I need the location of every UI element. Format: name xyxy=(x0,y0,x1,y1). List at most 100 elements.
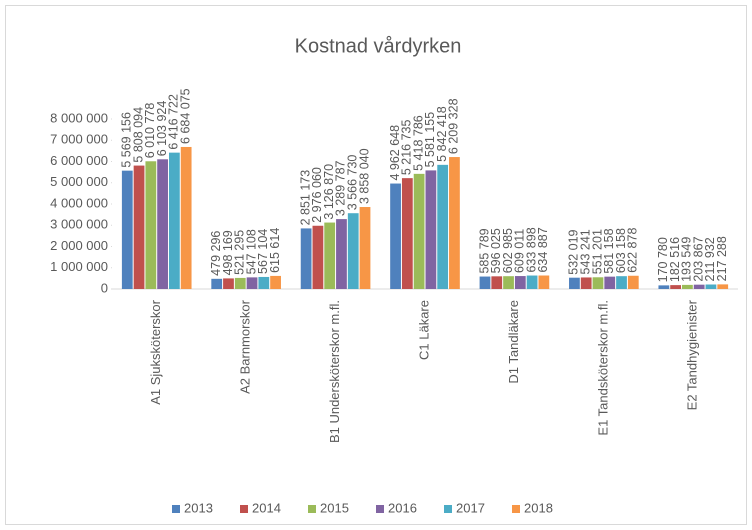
bar xyxy=(211,278,223,289)
bar xyxy=(133,165,145,289)
value-label: 622 878 xyxy=(626,228,640,273)
value-label: 585 789 xyxy=(477,228,491,273)
value-label: 6 103 924 xyxy=(155,101,169,157)
legend-label: 2018 xyxy=(524,500,553,515)
value-label: 5 569 156 xyxy=(120,112,134,168)
legend-label: 2013 xyxy=(184,500,213,515)
value-label: 5 418 786 xyxy=(411,115,425,171)
y-tick-label: 0 xyxy=(101,280,108,295)
y-tick-label: 6 000 000 xyxy=(50,153,108,168)
value-label: 3 289 787 xyxy=(334,160,348,216)
legend-label: 2017 xyxy=(456,500,485,515)
value-label: 551 201 xyxy=(590,229,604,274)
value-label: 6 209 328 xyxy=(447,98,461,154)
x-tick-label: E1 Tandsköterskor m.fl. xyxy=(595,300,610,436)
value-label: 532 019 xyxy=(567,229,581,274)
bar xyxy=(223,278,234,289)
value-label: 2 851 173 xyxy=(298,170,312,226)
legend-swatch xyxy=(172,505,180,513)
bar xyxy=(538,275,550,289)
bar xyxy=(157,159,168,289)
bar xyxy=(300,228,312,289)
x-tick-label: A1 Sjuksköterskor xyxy=(148,299,163,404)
value-label: 5 581 155 xyxy=(423,112,437,168)
bar xyxy=(324,222,336,289)
y-tick-label: 5 000 000 xyxy=(50,174,108,189)
value-label: 182 516 xyxy=(668,237,682,282)
legend-swatch xyxy=(512,505,520,513)
value-label: 5 216 735 xyxy=(400,119,414,175)
chart-title: Kostnad vårdyrken xyxy=(295,35,462,57)
value-label: 203 867 xyxy=(691,236,705,281)
value-label: 4 962 648 xyxy=(388,125,402,181)
x-tick-label: C1 Läkare xyxy=(416,300,431,360)
legend-swatch xyxy=(376,505,384,513)
bar xyxy=(616,276,627,289)
value-label: 211 932 xyxy=(703,237,717,281)
legend-swatch xyxy=(240,505,248,513)
value-label: 193 549 xyxy=(680,237,694,282)
value-label: 615 614 xyxy=(268,228,282,273)
y-tick-label: 4 000 000 xyxy=(50,195,108,210)
bar xyxy=(670,285,682,289)
x-tick-label: E2 Tandhygienister xyxy=(685,299,700,410)
value-label: 3 126 870 xyxy=(322,164,336,220)
value-label: 596 025 xyxy=(489,228,503,273)
y-tick-label: 3 000 000 xyxy=(50,217,108,232)
bar xyxy=(246,277,258,289)
bar xyxy=(503,276,514,289)
value-label: 170 780 xyxy=(656,237,670,282)
value-label: 603 158 xyxy=(614,228,628,273)
legend-label: 2016 xyxy=(388,500,417,515)
x-tick-label: D1 Tandläkare xyxy=(506,300,521,384)
bar xyxy=(717,284,729,289)
x-tick-label: B1 Undersköterskor m.fl. xyxy=(327,300,342,443)
bar xyxy=(121,170,133,289)
legend-label: 2015 xyxy=(320,500,349,515)
legend-swatch xyxy=(308,505,316,513)
y-tick-label: 7 000 000 xyxy=(50,132,108,147)
bar xyxy=(705,284,717,289)
value-label: 3 858 040 xyxy=(357,148,371,204)
bar xyxy=(258,276,270,289)
bar xyxy=(526,275,538,289)
bar xyxy=(270,275,281,289)
bar xyxy=(347,213,359,289)
bar xyxy=(479,276,491,289)
bar xyxy=(569,277,580,289)
x-tick-label: A2 Barnmorskor xyxy=(238,299,253,394)
value-label: 217 288 xyxy=(715,236,729,281)
value-label: 609 011 xyxy=(513,229,527,273)
bar xyxy=(359,207,371,289)
value-label: 2 976 060 xyxy=(310,167,324,223)
bar xyxy=(693,284,705,289)
legend-label: 2014 xyxy=(252,500,281,515)
bar xyxy=(168,152,180,289)
value-label: 6 684 075 xyxy=(178,88,192,144)
bar xyxy=(390,183,401,289)
value-label: 634 887 xyxy=(536,227,550,272)
bar xyxy=(514,276,526,289)
y-tick-label: 2 000 000 xyxy=(50,238,108,253)
bar xyxy=(145,161,157,289)
value-label: 3 566 730 xyxy=(346,155,360,211)
bar xyxy=(491,276,503,289)
value-label: 567 104 xyxy=(256,229,270,274)
bar xyxy=(401,178,413,289)
bar xyxy=(580,277,592,289)
bar xyxy=(425,170,437,289)
bar xyxy=(592,277,604,289)
bar xyxy=(658,285,670,289)
bar xyxy=(336,219,347,289)
bar xyxy=(604,276,616,289)
bar xyxy=(437,164,449,289)
value-label: 547 108 xyxy=(244,229,258,274)
bar xyxy=(180,146,192,289)
value-label: 602 985 xyxy=(501,228,515,273)
bar xyxy=(312,225,324,289)
value-label: 498 169 xyxy=(221,230,235,275)
value-label: 581 158 xyxy=(602,228,616,273)
bar xyxy=(449,157,460,289)
bar xyxy=(627,275,639,289)
